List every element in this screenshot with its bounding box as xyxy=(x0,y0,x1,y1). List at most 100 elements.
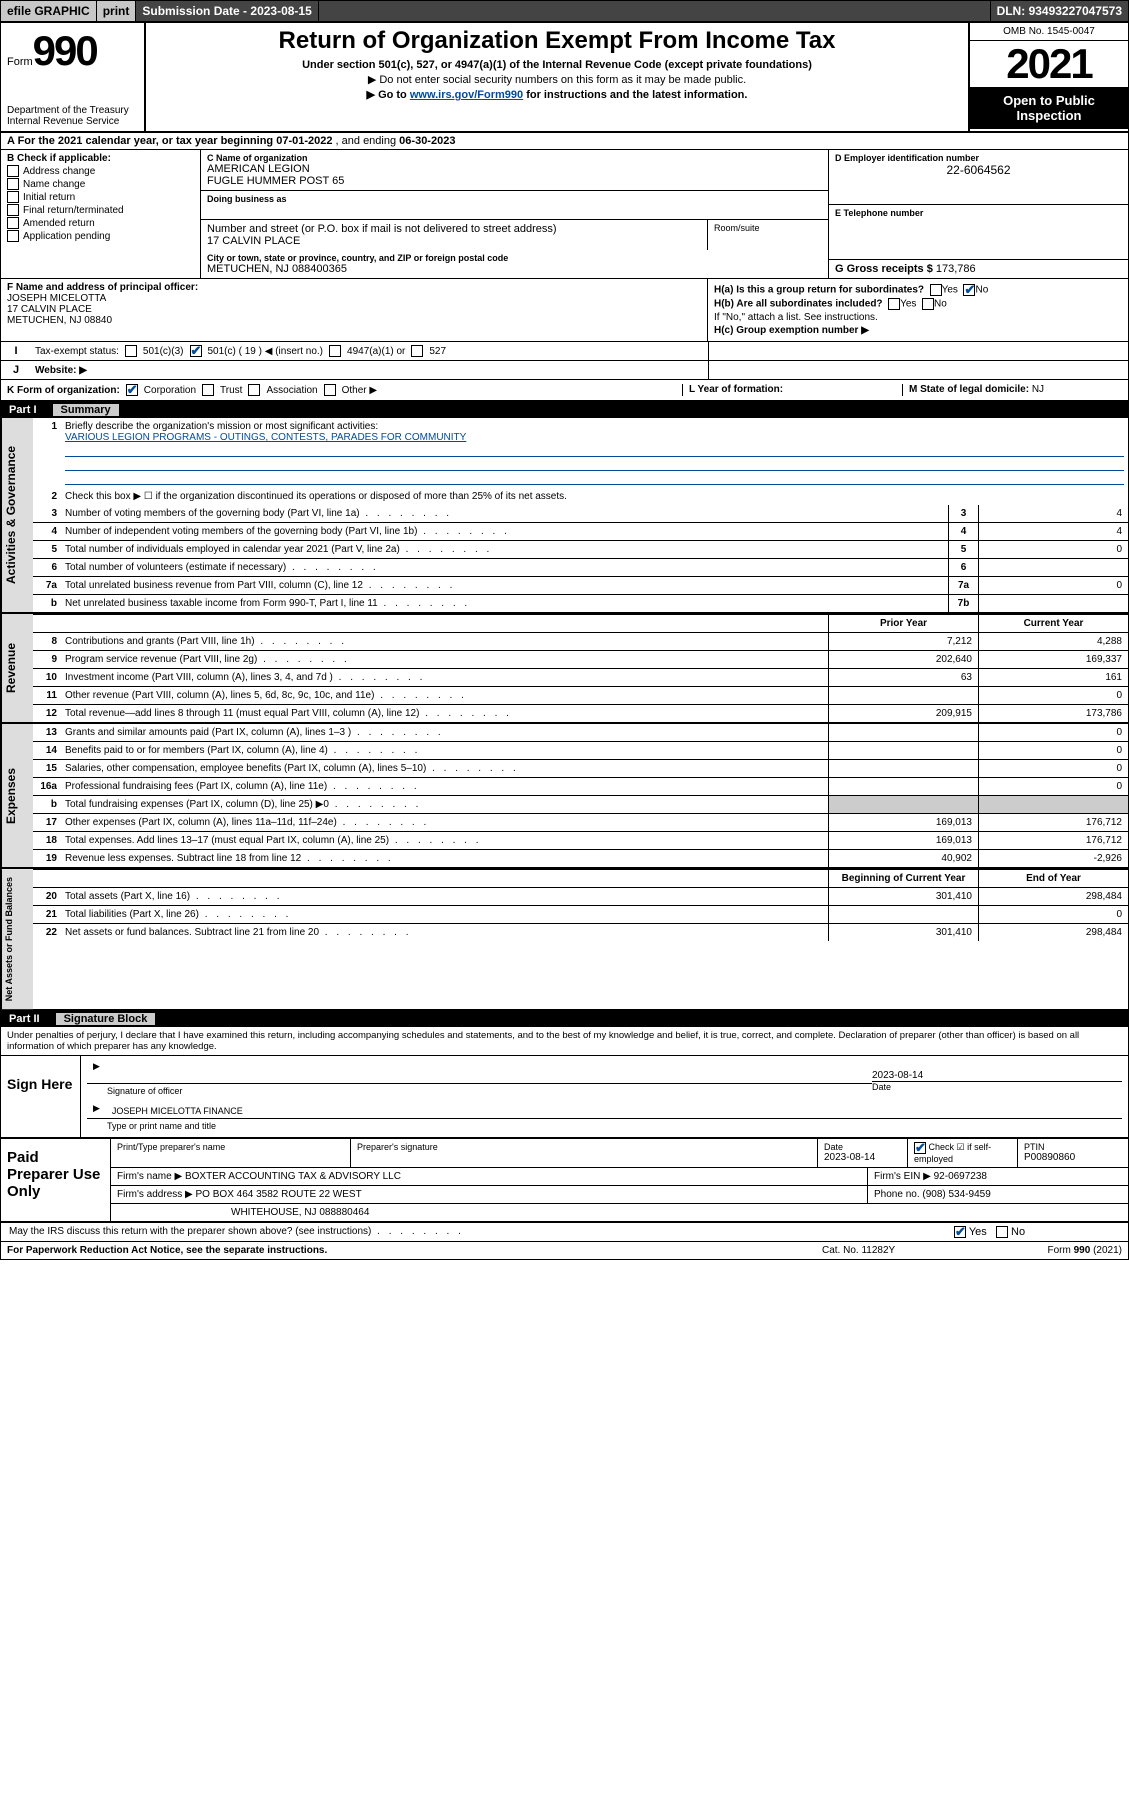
row-text: Revenue less expenses. Subtract line 18 … xyxy=(61,850,828,867)
summary-row: 7aTotal unrelated business revenue from … xyxy=(33,577,1128,595)
current-year-value: 161 xyxy=(978,669,1128,686)
hb-no: No xyxy=(934,299,947,310)
vtab-expenses: Expenses xyxy=(1,724,33,867)
box-m: M State of legal domicile: NJ xyxy=(902,384,1122,396)
row-box: 4 xyxy=(948,523,978,540)
discuss-no-cb[interactable] xyxy=(996,1226,1008,1238)
prior-year-value xyxy=(828,760,978,777)
row-text: Total number of individuals employed in … xyxy=(61,541,948,558)
box-b-label: B Check if applicable: xyxy=(7,153,194,164)
cb-address-change[interactable]: Address change xyxy=(7,165,194,177)
cb-amended[interactable]: Amended return xyxy=(7,217,194,229)
dln: DLN: 93493227047573 xyxy=(991,1,1128,21)
vtab-governance: Activities & Governance xyxy=(1,418,33,612)
prior-year-value: 169,013 xyxy=(828,832,978,849)
cb-initial-return[interactable]: Initial return xyxy=(7,191,194,203)
dln-value: 93493227047573 xyxy=(1029,4,1122,18)
prior-year-value: 209,915 xyxy=(828,705,978,722)
cb-527[interactable] xyxy=(411,345,423,357)
prior-year-value: 202,640 xyxy=(828,651,978,668)
cb-assoc[interactable] xyxy=(248,384,260,396)
row-no: 21 xyxy=(33,906,61,923)
summary-row: 17Other expenses (Part IX, column (A), l… xyxy=(33,814,1128,832)
subtitle-1: Under section 501(c), 527, or 4947(a)(1)… xyxy=(154,59,960,71)
prior-year-value xyxy=(828,742,978,759)
cb-corp[interactable] xyxy=(126,384,138,396)
f-h-block: F Name and address of principal officer:… xyxy=(1,279,1128,342)
ha-no-cb[interactable] xyxy=(963,284,975,296)
opt-other: Other ▶ xyxy=(342,385,377,396)
summary-row: 14Benefits paid to or for members (Part … xyxy=(33,742,1128,760)
cb-app-pending[interactable]: Application pending xyxy=(7,230,194,242)
cb-final-return[interactable]: Final return/terminated xyxy=(7,204,194,216)
part-2-header: Part II Signature Block xyxy=(1,1011,1128,1027)
opt-501c: 501(c) ( 19 ) ◀ (insert no.) xyxy=(208,346,324,357)
prior-year-value: 169,013 xyxy=(828,814,978,831)
cb-501c[interactable] xyxy=(190,345,202,357)
row-text: Other revenue (Part VIII, column (A), li… xyxy=(61,687,828,704)
mission-text[interactable]: VARIOUS LEGION PROGRAMS - OUTINGS, CONTE… xyxy=(65,432,466,443)
row-text: Other expenses (Part IX, column (A), lin… xyxy=(61,814,828,831)
opt-501c3: 501(c)(3) xyxy=(143,346,184,357)
row-no: 10 xyxy=(33,669,61,686)
summary-row: bTotal fundraising expenses (Part IX, co… xyxy=(33,796,1128,814)
current-year-value: 0 xyxy=(978,687,1128,704)
ha-label: H(a) Is this a group return for subordin… xyxy=(714,285,924,296)
ptin-label: PTIN xyxy=(1024,1142,1122,1152)
row-no: 7a xyxy=(33,577,61,594)
ha-yes: Yes xyxy=(942,285,958,296)
hb-yes-cb[interactable] xyxy=(888,298,900,310)
self-employed-cb[interactable] xyxy=(914,1142,926,1154)
entity-block: B Check if applicable: Address change Na… xyxy=(1,150,1128,279)
row-no: 18 xyxy=(33,832,61,849)
vtab-revenue: Revenue xyxy=(1,614,33,722)
line-i: I Tax-exempt status: 501(c)(3) 501(c) ( … xyxy=(1,342,1128,361)
current-year-value: -2,926 xyxy=(978,850,1128,867)
street-label: Number and street (or P.O. box if mail i… xyxy=(207,223,701,235)
irs-link[interactable]: www.irs.gov/Form990 xyxy=(410,89,523,101)
cb-501c3[interactable] xyxy=(125,345,137,357)
summary-row: 20Total assets (Part X, line 16)301,4102… xyxy=(33,888,1128,906)
current-year-value: 0 xyxy=(978,906,1128,923)
current-year-value: 169,337 xyxy=(978,651,1128,668)
col-prior-year: Prior Year xyxy=(828,615,978,632)
room-suite-label: Room/suite xyxy=(708,220,828,250)
row-text: Investment income (Part VIII, column (A)… xyxy=(61,669,828,686)
row-no: 19 xyxy=(33,850,61,867)
domicile-label: M State of legal domicile: xyxy=(909,384,1032,395)
cb-trust[interactable] xyxy=(202,384,214,396)
cb-name-change[interactable]: Name change xyxy=(7,178,194,190)
row-text: Total liabilities (Part X, line 26) xyxy=(61,906,828,923)
summary-row: 16aProfessional fundraising fees (Part I… xyxy=(33,778,1128,796)
sign-here-block: Sign Here ▶ Signature of officer 2023-08… xyxy=(1,1055,1128,1139)
discuss-yes-cb[interactable] xyxy=(954,1226,966,1238)
prior-year-value xyxy=(828,724,978,741)
row-no: 3 xyxy=(33,505,61,522)
hb-no-cb[interactable] xyxy=(922,298,934,310)
firm-name: BOXTER ACCOUNTING TAX & ADVISORY LLC xyxy=(185,1171,401,1182)
subtitle-3: ▶ Go to www.irs.gov/Form990 for instruct… xyxy=(154,88,960,101)
summary-row: 5Total number of individuals employed in… xyxy=(33,541,1128,559)
summary-row: 18Total expenses. Add lines 13–17 (must … xyxy=(33,832,1128,850)
form-page-ref: Form 990 (2021) xyxy=(972,1245,1122,1256)
mission-label: Briefly describe the organization's miss… xyxy=(65,421,378,432)
prior-year-value: 63 xyxy=(828,669,978,686)
form-word: Form xyxy=(7,56,33,68)
box-f: F Name and address of principal officer:… xyxy=(1,279,708,341)
org-name-1: AMERICAN LEGION xyxy=(207,163,822,175)
summary-row: 19Revenue less expenses. Subtract line 1… xyxy=(33,850,1128,867)
row-text: Total fundraising expenses (Part IX, col… xyxy=(61,796,828,813)
row-text: Total unrelated business revenue from Pa… xyxy=(61,577,948,594)
row-text: Program service revenue (Part VIII, line… xyxy=(61,651,828,668)
print-button[interactable]: print xyxy=(97,1,137,21)
cb-4947[interactable] xyxy=(329,345,341,357)
prep-date: 2023-08-14 xyxy=(824,1152,901,1163)
cb-label: Address change xyxy=(23,166,95,177)
signature-label: Signature of officer xyxy=(87,1086,872,1096)
ha-yes-cb[interactable] xyxy=(930,284,942,296)
opt-527: 527 xyxy=(429,346,446,357)
current-year-value xyxy=(978,796,1128,813)
firm-ein: 92-0697238 xyxy=(934,1171,987,1182)
row-box: 6 xyxy=(948,559,978,576)
cb-other[interactable] xyxy=(324,384,336,396)
